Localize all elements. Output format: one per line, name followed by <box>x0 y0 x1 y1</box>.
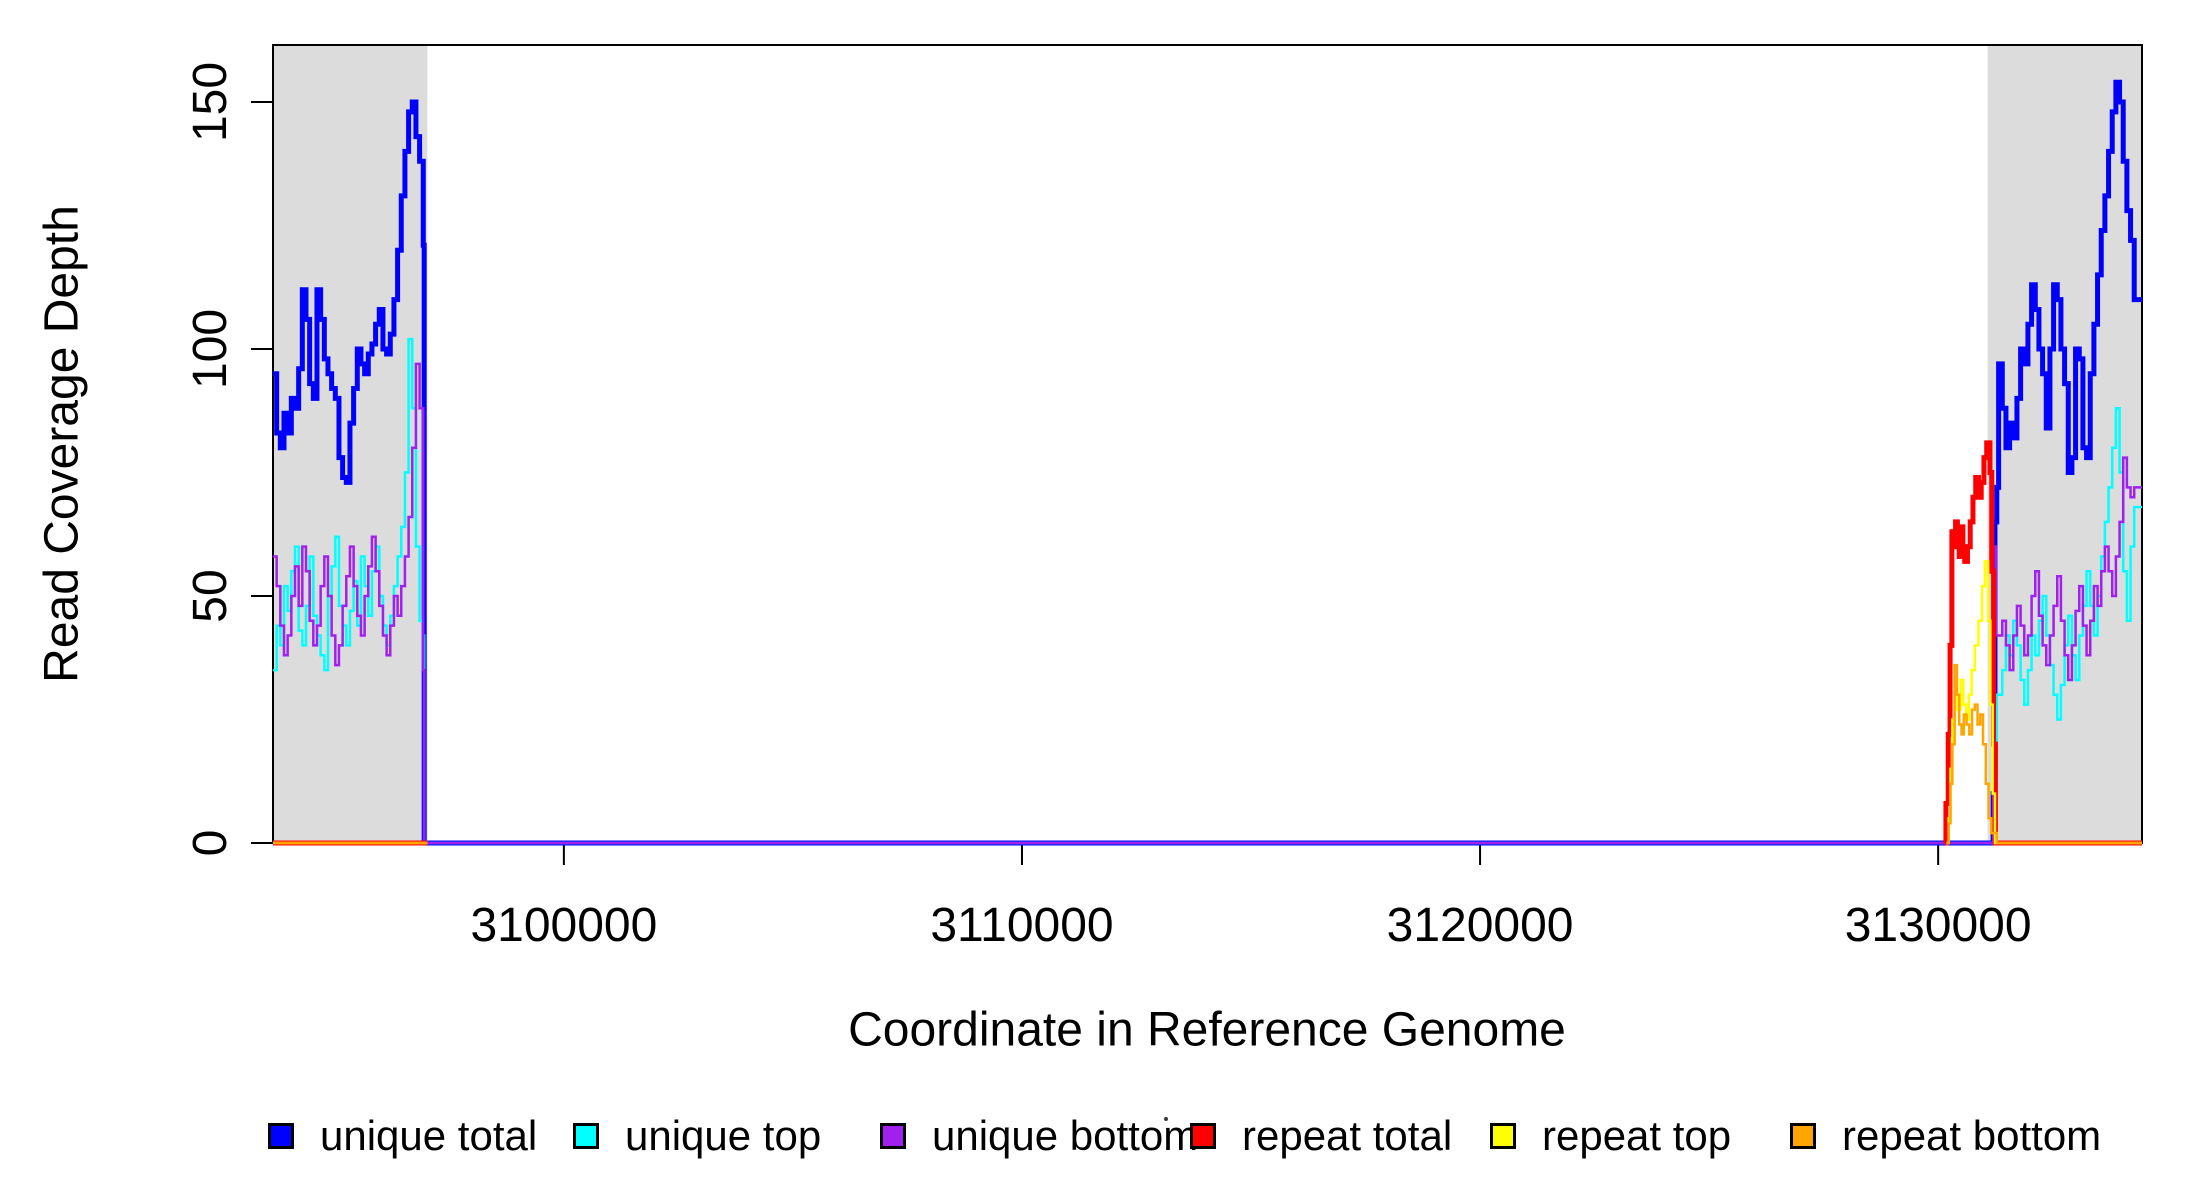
legend-label: repeat total <box>1242 1112 1453 1159</box>
legend-swatch-unique-bottom <box>880 1123 906 1149</box>
series-unique-top-line <box>273 337 2142 845</box>
legend-item-repeat-total: repeat total <box>1190 1112 1453 1159</box>
legend-swatch-unique-total <box>268 1123 294 1149</box>
y-tick-label: 100 <box>184 309 237 389</box>
legend-swatch-repeat-top <box>1490 1123 1516 1149</box>
x-tick-label: 3110000 <box>930 899 1113 952</box>
legend-swatch-repeat-total <box>1190 1123 1216 1149</box>
legend-label: unique bottom <box>932 1112 1199 1159</box>
legend-label: repeat bottom <box>1842 1112 2102 1159</box>
legend-item-unique-top: unique top <box>573 1112 822 1159</box>
x-tick-label: 3120000 <box>1387 899 1574 952</box>
legend-swatch-unique-top <box>573 1123 599 1149</box>
series-unique-bottom-line <box>273 362 2142 845</box>
x-axis-title: Coordinate in Reference Genome <box>848 1003 1566 1057</box>
legend-item-repeat-bottom: repeat bottom <box>1790 1112 2102 1159</box>
stray-dot <box>1164 1117 1168 1121</box>
y-tick-label: 150 <box>184 62 237 142</box>
series-unique-total-line <box>273 79 2142 846</box>
series-repeat-bottom-line <box>1946 663 2142 845</box>
legend-item-unique-bottom: unique bottom <box>880 1112 1199 1159</box>
series-repeat-top-line <box>1946 560 2142 845</box>
legend-label: unique top <box>625 1112 822 1159</box>
legend-swatch-repeat-bottom <box>1790 1123 1816 1149</box>
legend-label: unique total <box>320 1112 538 1159</box>
series-repeat-total-line <box>1943 440 2142 846</box>
x-tick-label: 3100000 <box>470 899 657 952</box>
y-axis-title: Read Coverage Depth <box>35 205 89 683</box>
legend-item-unique-total: unique total <box>268 1112 538 1159</box>
plot-border <box>272 44 2143 844</box>
legend-label: repeat top <box>1542 1112 1732 1159</box>
y-tick-label: 50 <box>184 569 237 622</box>
y-tick-label: 0 <box>184 830 237 857</box>
legend-item-repeat-top: repeat top <box>1490 1112 1732 1159</box>
x-tick-label: 3130000 <box>1845 899 2032 952</box>
